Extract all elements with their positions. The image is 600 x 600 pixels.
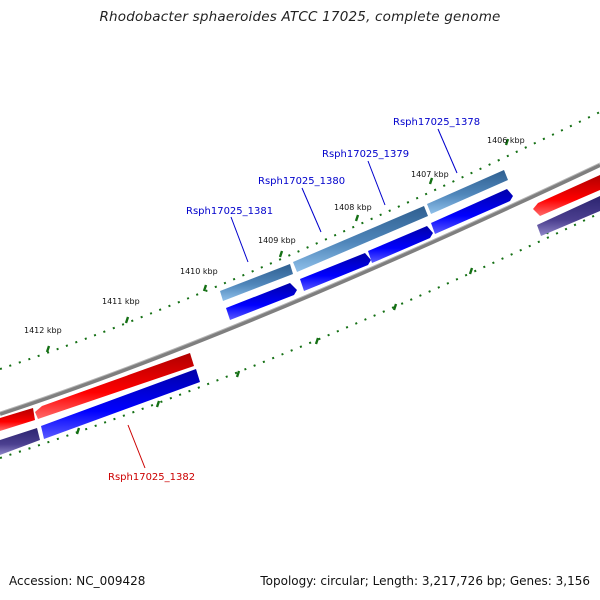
tick-label-1409: 1409 kbp [258,236,296,245]
tick-label-1407: 1407 kbp [411,170,449,179]
tick-label-1411: 1411 kbp [102,297,140,306]
right-partial-genes [533,175,600,236]
tick-label-1406: 1406 kbp [487,136,525,145]
tick-label-1410: 1410 kbp [180,267,218,276]
genome-title: Rhodobacter sphaeroides ATCC 17025, comp… [99,9,501,25]
cds-arrow-rsph17025-1381[interactable] [226,283,297,320]
cds-arrow-rsph17025-1380-a[interactable] [300,253,371,291]
gene-label-rsph17025-1379[interactable]: Rsph17025_1379 [322,149,409,160]
outer-major-ticks [45,138,510,353]
tick-label-1408: 1408 kbp [334,203,372,212]
label-leader-lines [230,128,458,263]
cds-arrow-rsph17025-1380-b[interactable] [368,226,433,263]
label-leader-line-red [127,424,146,469]
cds-blue-rsph17025-1382[interactable] [41,369,200,439]
topology-text: Topology: circular; Length: 3,217,726 bp… [260,574,590,588]
forward-cds-track [226,189,513,320]
backbone-highlight [0,162,600,413]
tick-label-1412: 1412 kbp [24,326,62,335]
gene-red-left-partial[interactable] [0,408,35,431]
reverse-gene-track [0,353,200,455]
accession-text: Accession: NC_009428 [9,574,146,588]
gene-label-rsph17025-1382[interactable]: Rsph17025_1382 [108,472,195,483]
gene-red-rsph17025-1382[interactable] [35,353,194,419]
cds-arrow-rsph17025-1379[interactable] [431,189,513,234]
gene-purple-right-partial[interactable] [537,196,600,236]
gene-label-rsph17025-1378[interactable]: Rsph17025_1378 [393,117,480,128]
gene-box-rsph17025-1379[interactable] [427,170,508,214]
gene-label-rsph17025-1380[interactable]: Rsph17025_1380 [258,176,345,187]
gene-label-rsph17025-1381[interactable]: Rsph17025_1381 [186,206,273,217]
outer-scale-ring [0,111,600,370]
genome-backbone [0,163,600,416]
gene-box-rsph17025-1381[interactable] [220,264,293,301]
gene-purple-left-partial[interactable] [0,428,40,455]
forward-gene-track [220,170,508,301]
gene-red-right-partial[interactable] [533,175,600,216]
gene-box-rsph17025-1380[interactable] [293,206,428,272]
